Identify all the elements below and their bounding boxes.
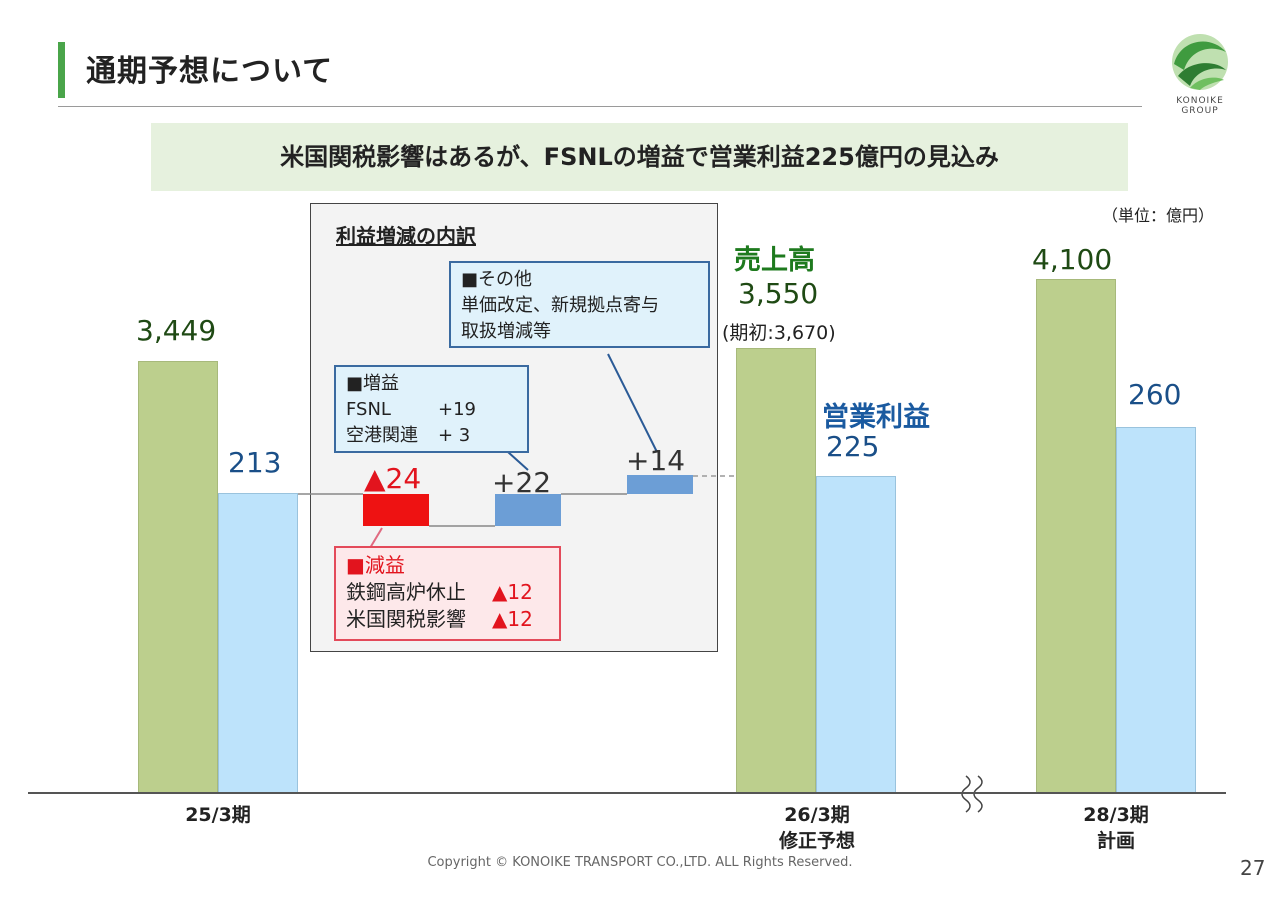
- logo-text: KONOIKE GROUP: [1160, 96, 1240, 116]
- pointer-decrease: [369, 527, 383, 549]
- title-divider: [58, 106, 1142, 107]
- note-increase-item-value: + 3: [438, 425, 471, 446]
- note-decrease-item-name: 鉄鋼高炉休止: [346, 580, 466, 604]
- bar-sales-26-3: [736, 348, 816, 793]
- bar-op-28-3: [1116, 426, 1196, 793]
- note-increase-item-value: +19: [438, 399, 476, 420]
- label-op-25-3: 213: [228, 446, 282, 479]
- breakdown-title: 利益増減の内訳: [336, 224, 476, 248]
- x-label-line: 計画: [1096, 830, 1135, 852]
- pointer-increase: [507, 451, 529, 471]
- op-series-label: 営業利益: [822, 402, 930, 433]
- note-increase-item-name: 空港関連: [346, 425, 418, 446]
- x-label-25-3: 25/3期: [138, 802, 298, 828]
- note-other-header: ■その他: [461, 269, 533, 290]
- note-other-box: ■その他 単価改定、新規拠点寄与 取扱増減等: [449, 261, 710, 348]
- label-sales-26-3: 3,550: [738, 277, 819, 310]
- label-sales-28-3: 4,100: [1032, 243, 1113, 276]
- sales-initial-note: (期初:3,670): [722, 322, 836, 344]
- x-label-28-3: 28/3期 計画: [1036, 802, 1196, 854]
- waterfall-other-label: +14: [626, 444, 686, 477]
- headline-banner: 米国関税影響はあるが、FSNLの増益で営業利益225億円の見込み: [151, 123, 1128, 191]
- waterfall-increase-bar: [495, 494, 561, 526]
- note-other-line2: 取扱増減等: [461, 321, 551, 342]
- bar-op-25-3: [218, 493, 298, 793]
- note-decrease-box: ■減益 鉄鋼高炉休止 ▲12 米国関税影響 ▲12: [334, 546, 561, 641]
- note-increase-item-name: FSNL: [346, 399, 391, 420]
- x-label-line: 修正予想: [778, 830, 855, 852]
- x-label-line: 26/3期: [784, 804, 850, 826]
- waterfall-increase-label: +22: [492, 466, 552, 499]
- bar-sales-28-3: [1036, 279, 1116, 793]
- label-sales-25-3: 3,449: [136, 314, 217, 347]
- x-axis: [28, 792, 1226, 794]
- waterfall-other-bar: [627, 475, 693, 494]
- axis-break-mark-2: [973, 775, 983, 813]
- unit-label: （単位：億円）: [1102, 206, 1215, 225]
- label-op-26-3: 225: [826, 430, 880, 463]
- note-increase-item: FSNL +19: [346, 397, 517, 423]
- note-increase-header: ■増益: [346, 373, 400, 394]
- waterfall-decrease-bar: [363, 494, 429, 526]
- copyright: Copyright © KONOIKE TRANSPORT CO.,LTD. A…: [427, 855, 853, 870]
- page-number: 27: [1240, 856, 1266, 880]
- note-decrease-header: ■減益: [346, 553, 405, 577]
- page-title: 通期予想について: [86, 54, 334, 89]
- note-other-line1: 単価改定、新規拠点寄与: [461, 295, 659, 316]
- x-label-line: 28/3期: [1083, 804, 1149, 826]
- x-label-line: 25/3期: [185, 804, 251, 826]
- x-label-26-3: 26/3期 修正予想: [736, 802, 898, 854]
- title-accent-bar: [58, 42, 65, 98]
- pointer-other: [607, 353, 658, 453]
- note-decrease-item-value: ▲12: [492, 607, 533, 631]
- axis-break-mark: [961, 775, 971, 813]
- bar-op-26-3: [816, 476, 896, 793]
- konoike-logo-icon: [1172, 34, 1228, 90]
- note-decrease-item: 米国関税影響 ▲12: [346, 606, 549, 633]
- label-op-28-3: 260: [1128, 378, 1182, 411]
- note-increase-box: ■増益 FSNL +19 空港関連 + 3: [334, 365, 529, 453]
- note-decrease-item-name: 米国関税影響: [346, 607, 466, 631]
- waterfall-decrease-label: ▲24: [364, 462, 422, 495]
- sales-series-label: 売上高: [734, 245, 815, 276]
- note-increase-item: 空港関連 + 3: [346, 423, 517, 449]
- logo-text-line2: GROUP: [1181, 106, 1219, 116]
- note-decrease-item: 鉄鋼高炉休止 ▲12: [346, 579, 549, 606]
- logo-text-line1: KONOIKE: [1176, 96, 1224, 106]
- note-decrease-item-value: ▲12: [492, 580, 533, 604]
- bar-sales-25-3: [138, 361, 218, 793]
